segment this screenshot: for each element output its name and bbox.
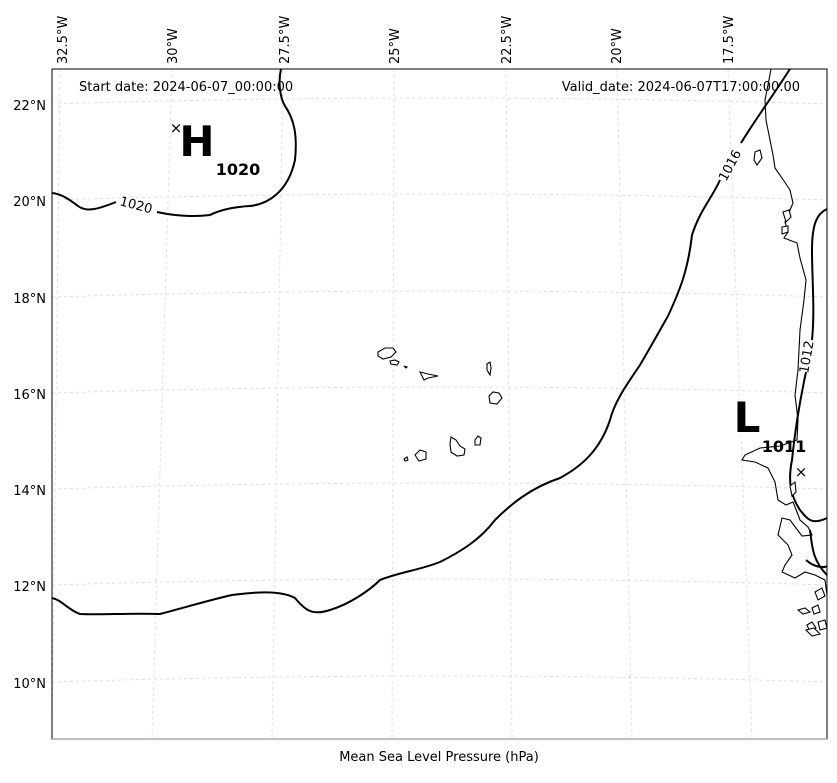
isobar-1020-main: [156, 69, 297, 217]
valid-date-label: Valid_date: 2024-06-07T17:00:00.00: [562, 80, 800, 95]
lat-label: 14°N: [13, 484, 46, 499]
africa-coastline: [741, 69, 827, 637]
isobar-label-1016: 1016: [716, 148, 745, 184]
lat-label: 16°N: [13, 388, 46, 403]
high-pressure-system: × H 1020: [170, 117, 261, 179]
isobar-1020-west: [52, 192, 117, 211]
lat-label: 20°N: [13, 195, 46, 210]
low-letter: L: [734, 393, 761, 442]
map-frame: [51, 68, 828, 740]
lat-label: 10°N: [13, 677, 46, 692]
isobar-label-1012: 1012: [797, 339, 818, 374]
lat-label: 12°N: [13, 580, 46, 595]
isobar-label-1020: 1020: [118, 194, 154, 217]
lon-label: 32.5°W: [56, 16, 71, 64]
isobars: [52, 69, 827, 616]
high-value: 1020: [216, 160, 261, 179]
longitude-labels: 32.5°W 30°W 27.5°W 25°W 22.5°W 20°W 17.5…: [56, 16, 737, 64]
lon-label: 17.5°W: [722, 16, 737, 64]
graticule: [52, 69, 827, 739]
lon-label: 22.5°W: [500, 16, 515, 64]
cabo-verde-islands: [377, 347, 503, 462]
lon-label: 30°W: [166, 28, 181, 64]
low-pressure-system: L 1011 ×: [734, 393, 808, 481]
start-date-label: Start date: 2024-06-07_00:00:00: [79, 80, 293, 95]
high-center-marker: ×: [170, 119, 183, 137]
lat-label: 18°N: [13, 292, 46, 307]
isobar-1012: [789, 208, 827, 576]
map-caption: Mean Sea Level Pressure (hPa): [339, 750, 539, 765]
isobar-1016: [52, 69, 791, 616]
lon-label: 20°W: [610, 28, 625, 64]
lon-label: 27.5°W: [278, 16, 293, 64]
latitude-labels: 22°N 20°N 18°N 16°N 14°N 12°N 10°N: [13, 99, 46, 692]
lon-label: 25°W: [388, 28, 403, 64]
low-value: 1011: [762, 437, 807, 456]
high-letter: H: [179, 117, 214, 166]
low-center-marker: ×: [795, 463, 808, 481]
isobar-1012-east: [805, 559, 827, 569]
lat-label: 22°N: [13, 99, 46, 114]
